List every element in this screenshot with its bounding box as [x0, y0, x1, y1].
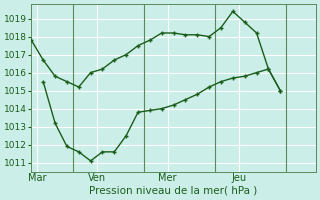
X-axis label: Pression niveau de la mer( hPa ): Pression niveau de la mer( hPa ) — [90, 186, 258, 196]
